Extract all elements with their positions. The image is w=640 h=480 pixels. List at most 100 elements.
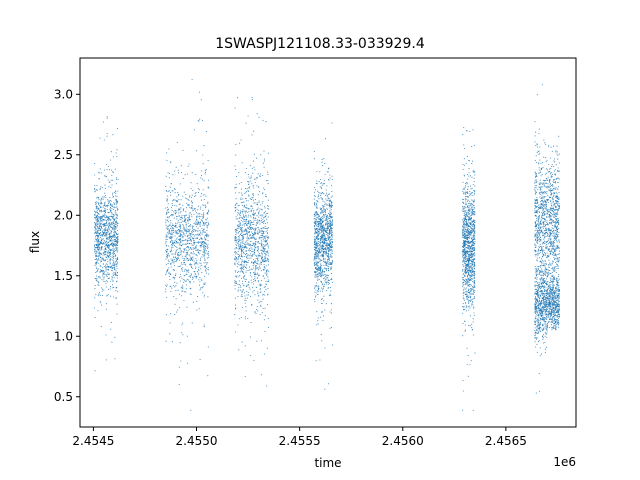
data-point [320,260,322,262]
data-point [244,302,246,304]
data-point [207,160,209,162]
data-point [111,212,113,214]
data-point [96,248,98,250]
data-point [186,270,188,272]
data-point [469,265,471,268]
data-point [113,203,115,206]
data-point [318,288,320,290]
data-point [253,252,255,254]
data-point [179,234,181,236]
data-point [95,206,97,208]
data-point [207,250,210,253]
data-point [254,272,256,274]
data-point [316,270,318,272]
data-point [180,219,182,221]
data-point [314,285,316,287]
data-point [318,279,320,281]
data-point [328,198,330,200]
data-point [252,199,255,201]
data-point [319,195,322,197]
data-point [105,241,107,243]
data-point [172,224,174,226]
data-point [178,212,180,214]
data-point [112,242,114,244]
data-point [253,253,255,255]
data-point [265,238,267,240]
data-point [324,240,326,242]
data-point [323,183,325,185]
data-point [251,99,254,101]
data-point [95,235,97,237]
data-point [255,261,257,263]
data-point [95,256,97,258]
data-point [117,208,119,210]
data-point [96,261,98,263]
data-point [99,172,101,174]
data-point [105,256,107,258]
data-point [170,233,172,235]
data-point [323,211,325,213]
data-point [106,224,108,226]
data-point [256,209,258,211]
data-point [102,258,104,260]
data-point [257,221,259,223]
data-point [242,252,245,254]
data-point [234,186,236,188]
data-point [320,276,322,278]
data-point [174,204,176,206]
data-point [246,224,248,227]
data-point [319,171,321,173]
data-point [265,193,267,196]
data-point [96,255,98,257]
data-point [264,272,266,274]
data-point [326,245,328,247]
data-point [260,221,262,223]
data-point [251,193,253,195]
data-point [208,187,210,189]
data-point [114,230,116,232]
data-point [319,192,321,194]
data-point [262,247,264,249]
data-point [165,274,167,276]
data-point [237,263,239,266]
data-point [323,283,325,285]
data-point [241,250,243,252]
data-point [250,175,252,177]
data-point [189,275,191,277]
data-point [170,213,172,215]
data-point [190,248,192,250]
data-point [244,229,246,231]
data-point [95,275,98,277]
data-point [266,218,268,220]
data-point [195,246,197,248]
data-point [318,213,320,216]
data-point [330,290,332,292]
data-point [199,225,201,227]
data-point [171,224,173,227]
data-point [190,240,192,242]
data-point [263,189,265,191]
data-point [180,244,182,247]
data-point [195,277,197,279]
data-point [190,248,192,251]
data-point [253,153,255,155]
data-point [329,293,331,295]
data-point [314,250,317,252]
data-point [115,244,117,246]
data-point [317,269,319,272]
data-point [103,259,105,261]
data-point [166,238,168,241]
data-point [182,270,184,272]
data-point [326,228,328,230]
data-point [109,233,111,235]
data-point [196,223,198,225]
data-point [260,249,262,251]
data-point [313,249,316,251]
data-point [94,285,96,287]
data-point [167,259,169,261]
data-point [470,227,472,229]
data-point [100,226,103,228]
data-point [108,200,110,202]
data-point [108,211,110,214]
data-point [320,178,322,180]
